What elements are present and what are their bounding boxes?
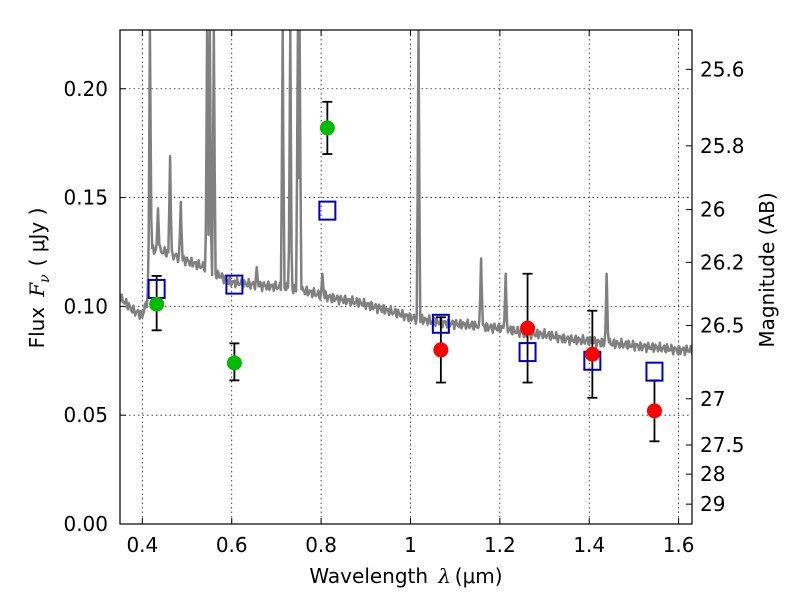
error-bars <box>151 100 660 443</box>
y-axis-label: FluxFν( μJy ) <box>25 208 53 349</box>
magnitude-tick-label: 25.8 <box>700 134 745 158</box>
magnitude-tick-label: 26 <box>700 197 725 221</box>
red-data-point <box>646 403 662 419</box>
magnitude-tick-label: 29 <box>700 492 725 516</box>
y-tick-label: 0.15 <box>63 186 108 210</box>
x-tick-label: 0.6 <box>216 533 248 557</box>
x-tick-label: 0.4 <box>126 533 158 557</box>
data-markers <box>147 120 664 419</box>
model-square-marker <box>225 274 244 295</box>
magnitude-tick-label: 25.6 <box>700 57 745 81</box>
red-data-point <box>433 342 449 358</box>
y-tick-label: 0.10 <box>63 294 108 318</box>
magnitude-tick-label: 27.5 <box>700 433 745 457</box>
magnitude-tick-label: 27 <box>700 387 725 411</box>
green-data-point <box>226 355 242 371</box>
y-tick-label: 0.20 <box>63 77 108 101</box>
x-axis-label: Wavelength λ (μm) <box>309 564 502 588</box>
green-data-point <box>149 296 165 312</box>
magnitude-tick-label: 26.5 <box>700 314 745 338</box>
magnitude-axis-label: Magnitude (AB) <box>755 192 779 347</box>
x-tick-label: 1.6 <box>663 533 695 557</box>
red-data-point <box>520 320 536 336</box>
model-square-marker <box>318 200 337 221</box>
red-data-point <box>584 346 600 362</box>
x-tick-label: 0.8 <box>305 533 337 557</box>
x-tick-label: 1.2 <box>484 533 516 557</box>
plot-frame <box>119 29 693 525</box>
x-tick-label: 1.4 <box>573 533 605 557</box>
green-data-point <box>319 120 335 136</box>
x-tick-label: 1 <box>404 533 417 557</box>
model-square-marker <box>518 342 537 363</box>
model-square-marker <box>431 313 450 334</box>
y-tick-label: 0.00 <box>63 512 108 536</box>
magnitude-tick-label: 28 <box>700 462 725 486</box>
model-square-marker <box>645 361 664 382</box>
magnitude-tick-label: 26.2 <box>700 250 745 274</box>
y-tick-label: 0.05 <box>63 403 108 427</box>
axis-ticks: 0.4 0.6 0.8 1 1.2 1.4 1.6 0.00 0.05 0.10 0.15 0.20 2… <box>63 30 745 557</box>
